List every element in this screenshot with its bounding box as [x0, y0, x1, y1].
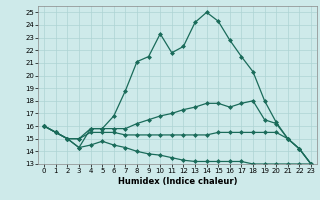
X-axis label: Humidex (Indice chaleur): Humidex (Indice chaleur): [118, 177, 237, 186]
